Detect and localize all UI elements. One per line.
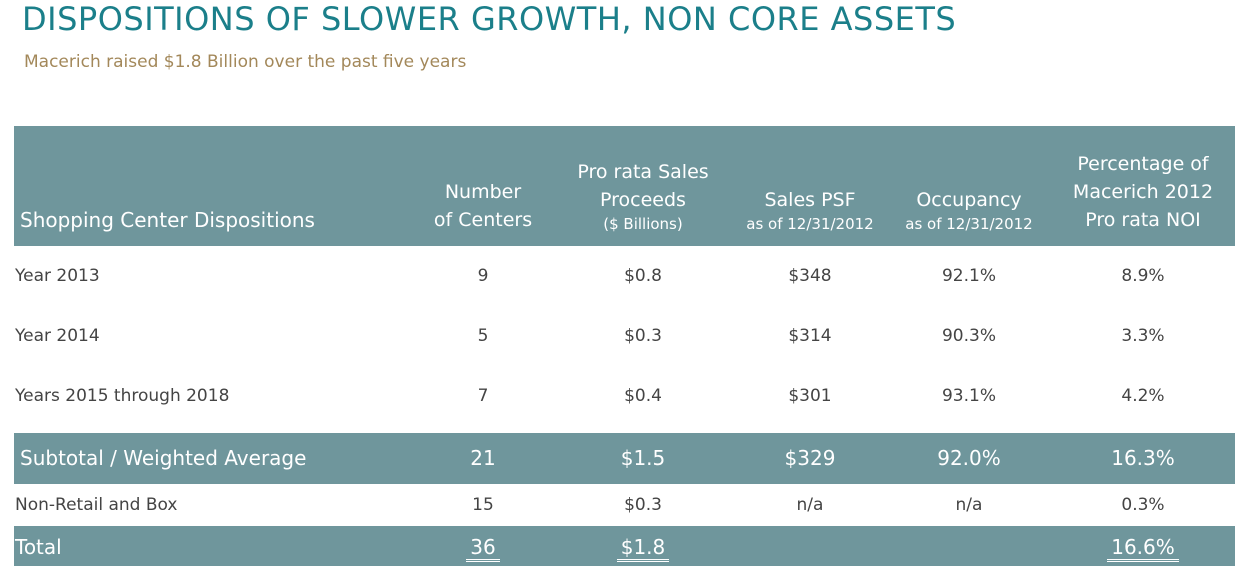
header-dispositions: Shopping Center Dispositions — [20, 208, 315, 232]
nonretail-centers: 15 — [472, 495, 494, 515]
subtotal-psf: $329 — [784, 446, 836, 470]
total-label: Total — [15, 535, 62, 559]
header-occupancy-date: as of 12/31/2012 — [905, 215, 1033, 233]
header-proceeds: Pro rata Sales Proceeds ($ Billions) — [569, 158, 717, 234]
row-proceeds: $0.3 — [624, 326, 662, 346]
page-title: DISPOSITIONS OF SLOWER GROWTH, NON CORE … — [22, 0, 957, 38]
table-row: Year 2014 5 $0.3 $314 90.3% 3.3% — [14, 306, 1235, 366]
subtotal-label: Subtotal / Weighted Average — [20, 446, 307, 470]
header-noi-percentage: Percentage of Macerich 2012 Pro rata NOI — [1064, 150, 1222, 234]
row-occupancy: 93.1% — [941, 386, 996, 406]
header-proceeds-line2: Proceeds — [600, 189, 686, 211]
table-header: Shopping Center Dispositions Number of C… — [14, 126, 1235, 246]
header-noi-line1: Percentage of — [1077, 153, 1209, 175]
nonretail-psf: n/a — [796, 495, 824, 515]
row-noi: 4.2% — [1121, 386, 1165, 406]
total-row: Total 36 $1.8 16.6% — [14, 526, 1235, 566]
total-centers: 36 — [466, 535, 500, 562]
row-centers: 5 — [477, 326, 489, 346]
row-label: Years 2015 through 2018 — [15, 386, 230, 406]
nonretail-label: Non-Retail and Box — [15, 495, 178, 515]
subtotal-row: Subtotal / Weighted Average 21 $1.5 $329… — [14, 433, 1235, 484]
header-psf-date: as of 12/31/2012 — [746, 215, 874, 233]
nonretail-proceeds: $0.3 — [624, 495, 662, 515]
nonretail-row: Non-Retail and Box 15 $0.3 n/a n/a 0.3% — [14, 484, 1235, 526]
header-number-line1: Number — [444, 181, 522, 203]
header-occupancy: Occupancy as of 12/31/2012 — [899, 186, 1039, 234]
subtotal-occupancy: 92.0% — [937, 446, 1001, 470]
table-row: Year 2013 9 $0.8 $348 92.1% 8.9% — [14, 246, 1235, 306]
row-centers: 9 — [477, 266, 489, 286]
dispositions-table: Shopping Center Dispositions Number of C… — [14, 126, 1235, 566]
header-proceeds-line1: Pro rata Sales — [577, 161, 709, 183]
row-psf: $314 — [788, 326, 832, 346]
header-psf-line1: Sales PSF — [764, 189, 856, 211]
header-number-of-centers: Number of Centers — [424, 178, 542, 234]
header-noi-line3: Pro rata NOI — [1085, 209, 1201, 231]
total-proceeds-cell: $1.8 — [569, 535, 717, 562]
header-proceeds-unit: ($ Billions) — [603, 215, 683, 233]
row-proceeds: $0.8 — [624, 266, 662, 286]
row-proceeds: $0.4 — [624, 386, 662, 406]
row-occupancy: 92.1% — [941, 266, 996, 286]
row-psf: $348 — [788, 266, 832, 286]
row-noi: 8.9% — [1121, 266, 1165, 286]
header-number-line2: of Centers — [433, 209, 533, 231]
header-occupancy-line1: Occupancy — [916, 189, 1022, 211]
row-label: Year 2013 — [15, 266, 100, 286]
page-subtitle: Macerich raised $1.8 Billion over the pa… — [24, 52, 467, 72]
header-noi-line2: Macerich 2012 — [1072, 181, 1214, 203]
nonretail-occupancy: n/a — [955, 495, 983, 515]
row-occupancy: 90.3% — [941, 326, 996, 346]
row-centers: 7 — [477, 386, 489, 406]
table-row: Years 2015 through 2018 7 $0.4 $301 93.1… — [14, 366, 1235, 433]
total-noi-cell: 16.6% — [1064, 535, 1222, 562]
subtotal-noi: 16.3% — [1111, 446, 1175, 470]
nonretail-noi: 0.3% — [1121, 495, 1165, 515]
total-proceeds: $1.8 — [616, 535, 670, 562]
total-noi: 16.6% — [1107, 535, 1179, 562]
row-noi: 3.3% — [1121, 326, 1165, 346]
row-label: Year 2014 — [15, 326, 100, 346]
total-centers-cell: 36 — [424, 535, 542, 562]
header-sales-psf: Sales PSF as of 12/31/2012 — [739, 186, 881, 234]
row-psf: $301 — [788, 386, 832, 406]
subtotal-proceeds: $1.5 — [620, 446, 666, 470]
subtotal-centers: 21 — [470, 446, 496, 470]
